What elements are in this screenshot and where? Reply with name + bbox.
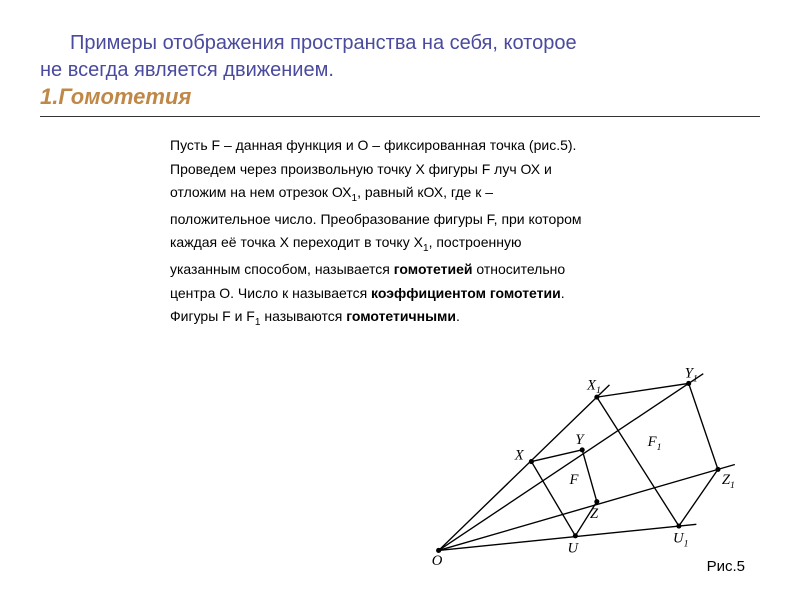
svg-text:O: O xyxy=(432,553,443,569)
para-line-1: Пусть F – данная функция и О – фиксирова… xyxy=(170,135,740,157)
para-line-7: центра О. Число к называется коэффициент… xyxy=(170,283,740,305)
para-line-4: положительное число. Преобразование фигу… xyxy=(170,209,740,231)
body-text: Пусть F – данная функция и О – фиксирова… xyxy=(40,135,760,331)
title-line-1: Примеры отображения пространства на себя… xyxy=(40,30,760,57)
figure-caption: Рис.5 xyxy=(707,558,745,575)
svg-text:U: U xyxy=(568,540,580,556)
svg-text:X1: X1 xyxy=(586,377,601,396)
para-line-6: указанным способом, называется гомотетие… xyxy=(170,259,740,281)
svg-text:F: F xyxy=(568,472,579,488)
svg-text:Y: Y xyxy=(575,432,585,448)
para-line-2: Проведем через произвольную точку Х фигу… xyxy=(170,159,740,181)
homothety-diagram: OXYZUFX1Y1Z1U1F1 xyxy=(425,360,755,570)
para-line-8: Фигуры F и F1 называются гомотетичными. xyxy=(170,306,740,330)
svg-text:U1: U1 xyxy=(673,531,688,550)
svg-text:Z1: Z1 xyxy=(722,472,735,491)
svg-text:X: X xyxy=(514,448,525,464)
divider xyxy=(40,116,760,117)
svg-text:F1: F1 xyxy=(647,434,662,453)
title-block: Примеры отображения пространства на себя… xyxy=(40,30,760,110)
subtitle: 1.Гомотетия xyxy=(40,84,760,110)
para-line-3: отложим на нем отрезок ОХ1, равный кОХ, … xyxy=(170,182,740,206)
title-line-2: не всегда является движением. xyxy=(40,57,760,84)
svg-text:Z: Z xyxy=(590,506,599,522)
para-line-5: каждая её точка Х переходит в точку Х1, … xyxy=(170,232,740,256)
